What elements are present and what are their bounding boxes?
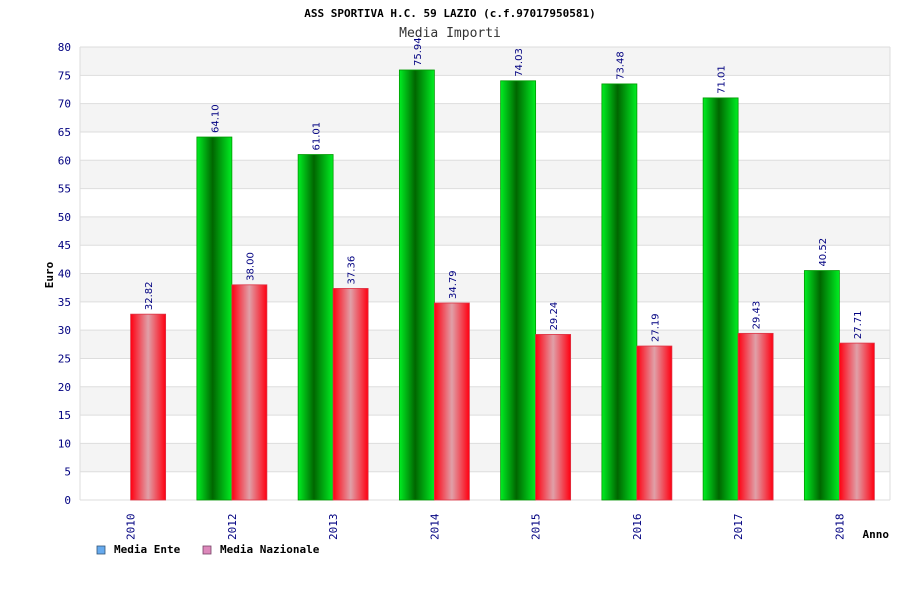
x-tick-label: 2010 (125, 514, 138, 541)
data-label: 34.79 (448, 270, 459, 299)
x-tick-label: 2016 (631, 514, 644, 541)
legend-label-media-ente: Media Ente (114, 543, 181, 556)
chart-subtitle: Media Importi (399, 26, 501, 41)
y-axis-ticks: 0 5 10 15 20 25 30 35 40 45 50 55 60 65 70 75 80 (58, 41, 71, 507)
data-label: 73.48 (615, 51, 626, 80)
bar-media-ente-2014 (398, 69, 435, 501)
x-tick-label: 2017 (732, 514, 745, 541)
bar-media-ente-2018 (803, 270, 840, 501)
y-tick-label: 0 (64, 494, 71, 507)
y-tick-label: 45 (58, 239, 71, 252)
bar-media-nazionale-2013 (332, 288, 369, 501)
data-label: 71.01 (717, 65, 728, 94)
y-tick-label: 30 (58, 324, 71, 337)
bar-media-ente-2017 (702, 97, 739, 501)
x-axis-label: Anno (863, 528, 890, 541)
x-tick-label: 2015 (530, 514, 543, 541)
bar-media-nazionale-2015 (535, 334, 572, 501)
y-axis-label: Euro (43, 261, 56, 288)
bar-media-ente-2012 (196, 136, 233, 501)
y-tick-label: 60 (58, 154, 71, 167)
y-tick-label: 20 (58, 381, 71, 394)
bar-media-nazionale-2018 (838, 342, 875, 501)
legend-swatch-media-ente (96, 545, 106, 555)
y-tick-label: 65 (58, 126, 71, 139)
x-tick-label: 2013 (327, 514, 340, 541)
y-tick-label: 75 (58, 69, 71, 82)
x-tick-label: 2014 (428, 513, 441, 540)
y-tick-label: 35 (58, 296, 71, 309)
data-label: 27.19 (650, 313, 661, 342)
y-tick-label: 10 (58, 437, 71, 450)
bar-media-nazionale-2014 (433, 302, 470, 501)
data-label: 29.24 (549, 302, 560, 331)
data-label: 74.03 (514, 48, 525, 77)
x-axis-ticks: 2010 2012 2013 2014 2015 2016 2017 2018 (125, 513, 847, 540)
x-tick-label: 2012 (226, 514, 239, 541)
y-tick-label: 40 (58, 268, 71, 281)
data-label: 27.71 (853, 310, 864, 339)
plot-band (80, 47, 890, 76)
bar-media-nazionale-2017 (737, 332, 774, 501)
data-label: 61.01 (312, 122, 323, 151)
plot-band (80, 75, 890, 104)
bar-media-nazionale-2010 (130, 313, 167, 501)
legend-label-media-nazionale: Media Nazionale (220, 543, 320, 556)
plot-band (80, 103, 890, 132)
y-tick-label: 70 (58, 98, 71, 111)
bar-media-ente-2013 (297, 154, 334, 501)
y-tick-label: 80 (58, 41, 71, 54)
y-tick-label: 25 (58, 352, 71, 365)
bar-media-nazionale-2012 (231, 284, 268, 501)
y-tick-label: 5 (64, 466, 71, 479)
data-label: 37.36 (347, 256, 358, 285)
y-tick-label: 50 (58, 211, 71, 224)
data-label: 40.52 (818, 238, 829, 267)
data-label: 64.10 (210, 104, 221, 133)
chart-title: ASS SPORTIVA H.C. 59 LAZIO (c.f.97017950… (304, 7, 595, 20)
data-label: 38.00 (245, 252, 256, 281)
data-label: 32.82 (144, 282, 155, 311)
data-label: 29.43 (752, 301, 763, 330)
bar-media-nazionale-2016 (636, 345, 673, 501)
x-tick-label: 2018 (833, 514, 846, 541)
data-label: 75.94 (413, 37, 424, 66)
bar-media-ente-2015 (500, 80, 537, 501)
bar-media-ente-2016 (601, 83, 638, 501)
data-labels: 32.82 64.10 38.00 61.01 37.36 75.94 34.79 74.03… (144, 37, 864, 342)
y-tick-label: 15 (58, 409, 71, 422)
y-tick-label: 55 (58, 183, 71, 196)
legend: Media Ente Media Nazionale (96, 543, 320, 556)
legend-swatch-media-nazionale (202, 545, 212, 555)
bars (130, 69, 875, 501)
